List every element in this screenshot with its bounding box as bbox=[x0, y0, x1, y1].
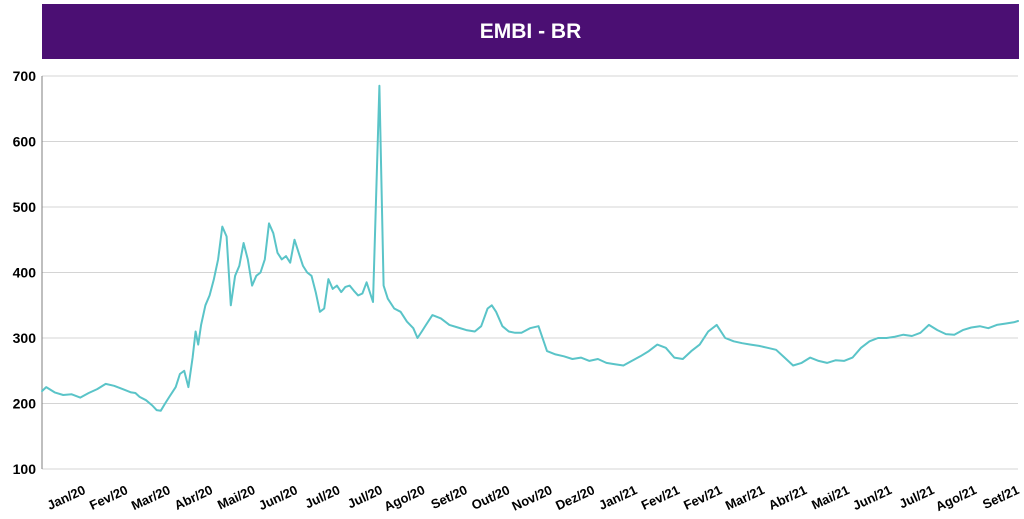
y-tick-label: 700 bbox=[13, 68, 37, 84]
x-tick-label: Ago/20 bbox=[382, 482, 428, 514]
x-tick-label: Ago/21 bbox=[933, 482, 979, 514]
series-line-0 bbox=[41, 84, 1019, 412]
x-tick-label: Out/20 bbox=[469, 482, 512, 513]
x-tick-label: Abr/21 bbox=[766, 482, 809, 513]
x-tick-label: Jan/20 bbox=[45, 482, 88, 513]
chart-title: EMBI - BR bbox=[479, 19, 582, 43]
chart-title-bar: EMBI - BR bbox=[42, 4, 1019, 59]
x-tick-label: Fev/21 bbox=[681, 482, 724, 513]
x-tick-label: Mar/20 bbox=[129, 482, 173, 513]
x-tick-label: Jun/20 bbox=[256, 482, 300, 513]
y-tick-label: 100 bbox=[13, 461, 37, 477]
x-tick-label: Mai/20 bbox=[215, 482, 257, 512]
y-tick-label: 200 bbox=[13, 396, 37, 412]
x-tick-label: Set/20 bbox=[429, 482, 470, 512]
x-tick-label: Jan/21 bbox=[596, 482, 639, 513]
x-tick-label: Jul/21 bbox=[897, 482, 937, 511]
x-tick-label: Abr/20 bbox=[172, 482, 215, 513]
x-tick-label: Mai/21 bbox=[809, 482, 851, 512]
y-tick-label: 600 bbox=[13, 134, 37, 150]
y-tick-label: 300 bbox=[13, 330, 37, 346]
x-tick-label: Fev/20 bbox=[87, 482, 130, 513]
x-tick-label: Mar/21 bbox=[723, 482, 767, 513]
x-tick-label: Jul/20 bbox=[303, 482, 343, 511]
x-tick-label: Jul/20 bbox=[345, 482, 385, 511]
y-tick-label: 500 bbox=[13, 199, 37, 215]
y-tick-label: 400 bbox=[13, 265, 37, 281]
x-tick-label: Jun/21 bbox=[850, 482, 894, 513]
x-tick-label: Dez/20 bbox=[553, 482, 597, 513]
x-tick-label: Nov/20 bbox=[510, 482, 555, 514]
x-tick-label: Set/21 bbox=[980, 482, 1021, 512]
x-tick-label: Fev/21 bbox=[639, 482, 682, 513]
